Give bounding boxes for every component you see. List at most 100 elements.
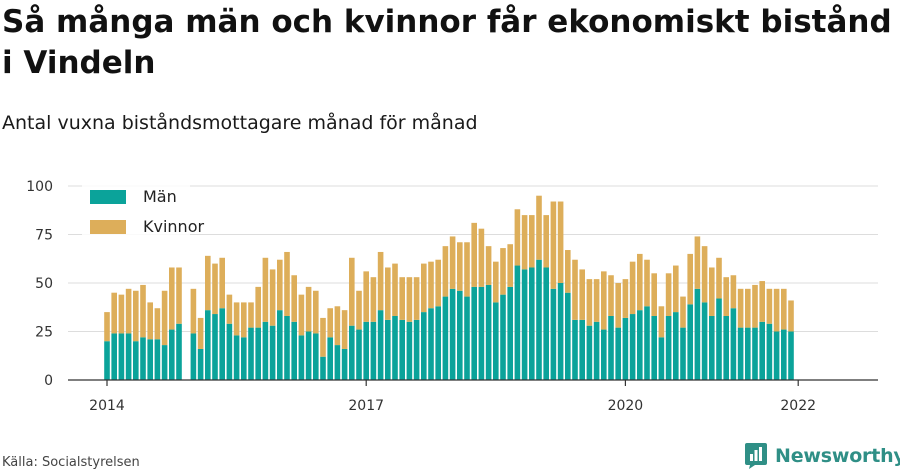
- legend-swatch: [90, 190, 126, 204]
- bar-man: [773, 331, 780, 380]
- bar-man: [356, 329, 362, 380]
- bar-kvinnor: [190, 288, 197, 334]
- bar-kvinnor: [370, 277, 377, 322]
- bar-kvinnor: [269, 269, 276, 326]
- bar-kvinnor: [651, 273, 657, 316]
- bar-man: [745, 327, 751, 380]
- bar-kvinnor: [161, 290, 168, 346]
- bar-kvinnor: [449, 236, 456, 289]
- bar-man: [133, 341, 139, 380]
- bar-kvinnor: [205, 255, 211, 311]
- bar-man: [413, 319, 420, 380]
- bar-man: [377, 310, 384, 380]
- x-axis: 2014 2017 2020 2022: [68, 379, 878, 414]
- bar-kvinnor: [644, 259, 650, 307]
- bar-kvinnor: [219, 257, 225, 309]
- bar-kvinnor: [356, 290, 362, 330]
- bar-kvinnor: [737, 288, 744, 328]
- bar-series: [104, 195, 794, 380]
- bar-man: [709, 315, 715, 380]
- bar-man: [262, 321, 269, 380]
- bar-man: [716, 298, 722, 380]
- bar-kvinnor: [507, 244, 513, 287]
- bar-man: [435, 306, 441, 380]
- bar-man: [730, 308, 737, 380]
- bar-kvinnor: [226, 294, 233, 324]
- bar-man: [471, 286, 477, 380]
- bar-man: [305, 331, 312, 380]
- bar-man: [543, 267, 549, 380]
- bar-kvinnor: [788, 300, 794, 332]
- bar-man: [485, 284, 492, 380]
- y-axis-tick-labels: 0 25 50 75 100: [26, 179, 53, 389]
- bar-kvinnor: [399, 277, 405, 320]
- chart-title: Så många män och kvinnor får ekonomiskt …: [2, 4, 892, 81]
- bar-kvinnor: [284, 251, 290, 316]
- bar-man: [579, 319, 585, 380]
- bar-man: [680, 327, 686, 380]
- bar-kvinnor: [104, 312, 110, 342]
- bar-kvinnor: [572, 259, 578, 320]
- bar-man: [514, 265, 521, 380]
- bar-man: [104, 341, 110, 380]
- bar-kvinnor: [298, 294, 305, 336]
- y-tick-label: 50: [35, 276, 53, 292]
- bar-man: [169, 329, 175, 380]
- chart-subtitle: Antal vuxna biståndsmottagare månad för …: [2, 112, 478, 134]
- bar-kvinnor: [723, 277, 729, 316]
- bar-man: [550, 288, 557, 380]
- bar-kvinnor: [313, 290, 319, 334]
- bar-man: [781, 329, 787, 380]
- bar-kvinnor: [327, 308, 333, 338]
- newsworthy-logo: Newsworthy: [744, 441, 900, 471]
- bar-man: [421, 312, 427, 380]
- bar-kvinnor: [709, 267, 715, 316]
- bar-man: [370, 321, 377, 380]
- bar-man: [449, 288, 456, 380]
- bar-man: [385, 319, 391, 380]
- bar-kvinnor: [241, 302, 247, 338]
- bar-kvinnor: [248, 302, 254, 328]
- y-tick-label: 0: [44, 373, 53, 389]
- bar-man: [644, 306, 650, 380]
- legend-label: Män: [143, 187, 177, 206]
- bar-kvinnor: [478, 228, 485, 287]
- bar-man: [701, 302, 708, 380]
- bar-kvinnor: [111, 292, 117, 334]
- bar-kvinnor: [140, 284, 146, 338]
- bar-man: [658, 337, 665, 380]
- bar-man: [111, 333, 117, 380]
- bar-man: [622, 317, 629, 380]
- bar-kvinnor: [565, 250, 571, 293]
- bar-kvinnor: [608, 275, 614, 316]
- bar-kvinnor: [694, 236, 701, 289]
- bar-kvinnor: [169, 267, 175, 330]
- bar-kvinnor: [334, 306, 341, 346]
- bar-man: [327, 337, 333, 380]
- bar-kvinnor: [133, 290, 139, 342]
- bar-kvinnor: [500, 248, 506, 295]
- bar-man: [637, 310, 643, 380]
- bar-man: [176, 323, 182, 380]
- bar-man: [536, 259, 542, 380]
- bar-kvinnor: [154, 308, 161, 340]
- bar-man: [428, 308, 434, 380]
- bar-kvinnor: [637, 253, 643, 311]
- bar-man: [147, 339, 153, 380]
- bar-kvinnor: [147, 302, 153, 340]
- x-tick-label: 2022: [780, 398, 816, 414]
- bar-kvinnor: [320, 317, 326, 357]
- bar-kvinnor: [759, 281, 765, 322]
- bar-kvinnor: [701, 246, 708, 303]
- bar-kvinnor: [197, 317, 204, 349]
- bar-man: [226, 323, 233, 380]
- bar-man: [320, 356, 326, 380]
- bar-kvinnor: [125, 288, 132, 334]
- bar-kvinnor: [529, 215, 535, 268]
- bar-kvinnor: [673, 265, 679, 313]
- y-tick-label: 100: [26, 179, 53, 195]
- bar-kvinnor: [514, 209, 521, 266]
- bar-man: [478, 286, 485, 380]
- bar-man: [154, 339, 161, 380]
